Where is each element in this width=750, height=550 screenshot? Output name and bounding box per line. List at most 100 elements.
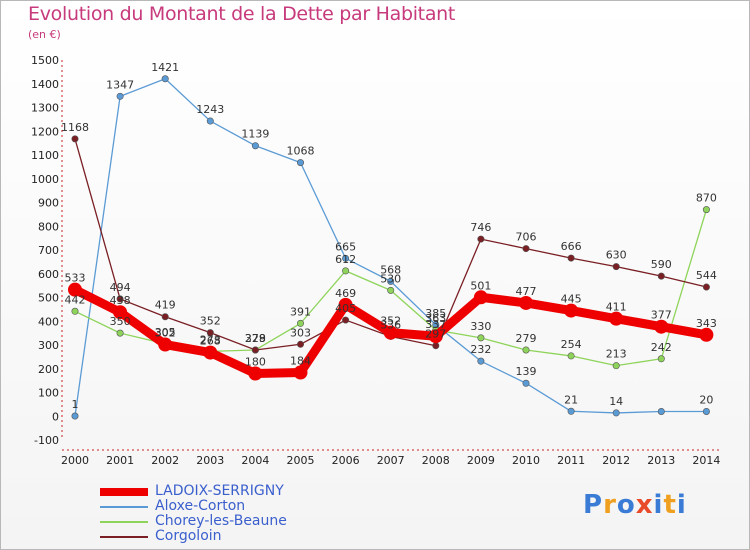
data-label: 184 (290, 355, 311, 368)
data-label: 391 (290, 305, 311, 318)
x-tick-label: 2009 (467, 454, 495, 467)
data-label: 1068 (287, 145, 315, 158)
data-point (296, 340, 304, 348)
y-tick-label: 800 (38, 220, 59, 233)
data-label: 590 (651, 258, 672, 271)
series-line (74, 78, 708, 417)
data-label: 377 (651, 309, 672, 322)
data-label: 352 (200, 315, 221, 328)
logo-letter: P (583, 490, 604, 520)
y-tick-label: 400 (38, 315, 59, 328)
y-tick-label: 500 (38, 292, 59, 305)
data-label: 268 (200, 335, 221, 348)
y-axis-unit: (en €) (28, 28, 61, 41)
x-tick-label: 2011 (557, 454, 585, 467)
data-label: 303 (290, 326, 311, 339)
data-point (161, 313, 169, 321)
data-point (522, 379, 530, 387)
data-label: 445 (561, 293, 582, 306)
data-label: 337 (425, 318, 446, 331)
data-point (71, 412, 79, 420)
data-label: 213 (606, 348, 627, 361)
data-label: 1168 (61, 121, 89, 134)
legend-label: LADOIX-SERRIGNY (155, 483, 284, 499)
data-label: 533 (65, 272, 86, 285)
data-label: 870 (696, 192, 717, 205)
x-tick-label: 2013 (647, 454, 675, 467)
y-tick-label: 1400 (31, 78, 59, 91)
data-label: 21 (564, 393, 578, 406)
data-point (428, 329, 443, 344)
data-label: 273 (200, 333, 221, 346)
data-label: 405 (335, 302, 356, 315)
data-point (612, 362, 620, 370)
data-label: 279 (516, 332, 537, 345)
data-point (699, 327, 714, 342)
data-point (338, 297, 353, 312)
data-label: 279 (245, 332, 266, 345)
data-label: 706 (516, 231, 537, 244)
data-label: 544 (696, 269, 717, 282)
data-label: 1 (72, 398, 79, 411)
y-tick-label: 1100 (31, 149, 59, 162)
data-point (383, 325, 398, 340)
data-point (342, 254, 350, 262)
data-label-layer: 533 438 302 268 180 184 469 352 337 501 477 445 411 3… (61, 61, 717, 411)
data-point (657, 272, 665, 280)
data-point (519, 295, 533, 310)
data-point (657, 355, 665, 363)
data-label: 494 (110, 281, 131, 294)
data-label: 254 (561, 338, 582, 351)
data-label: 305 (155, 326, 176, 339)
data-point (251, 142, 259, 150)
data-label: 352 (380, 315, 401, 328)
y-tick-label: 1000 (31, 173, 59, 186)
data-point (567, 407, 575, 415)
series-layer (68, 75, 714, 420)
x-tick-label: 2001 (106, 454, 134, 467)
y-tick-label: 200 (38, 363, 59, 376)
data-point (342, 267, 350, 275)
data-point (71, 307, 79, 315)
data-point (387, 286, 395, 294)
data-point (251, 346, 259, 354)
y-tick-label: 700 (38, 244, 59, 257)
data-point (702, 283, 710, 291)
data-label: 1139 (241, 128, 269, 141)
data-label: 385 (425, 307, 446, 320)
y-tick-label: 900 (38, 197, 59, 210)
data-label: 1243 (196, 103, 224, 116)
data-point (477, 235, 485, 243)
x-tick-label: 2002 (151, 454, 179, 467)
data-point (432, 342, 440, 350)
y-tick-label: 300 (38, 339, 59, 352)
data-point (68, 282, 82, 297)
data-label: 1421 (151, 61, 179, 74)
x-tick-label: 2000 (61, 454, 89, 467)
x-tick-label: 2003 (196, 454, 224, 467)
data-label: 746 (470, 221, 491, 234)
legend-label: Corgoloin (155, 528, 222, 544)
data-point (567, 352, 575, 360)
data-label: 568 (380, 263, 401, 276)
data-label: 469 (335, 287, 356, 300)
data-point (296, 319, 304, 327)
data-point (564, 303, 579, 318)
data-label: 630 (606, 249, 627, 262)
logo-letter: i (676, 490, 687, 520)
data-label: 363 (425, 312, 446, 325)
data-point (116, 92, 124, 100)
data-point (473, 290, 488, 305)
legend-swatch (100, 506, 148, 508)
legend-label: Aloxe-Corton (155, 498, 246, 514)
data-point (116, 295, 124, 303)
legend-swatch (100, 521, 148, 523)
data-point (206, 117, 214, 125)
data-point (113, 305, 128, 320)
y-tick-label: 600 (38, 268, 59, 281)
logo-letter: o (616, 490, 636, 520)
chart-title: Evolution du Montant de la Dette par Hab… (28, 3, 456, 25)
y-tick-label: 0 (52, 410, 59, 423)
